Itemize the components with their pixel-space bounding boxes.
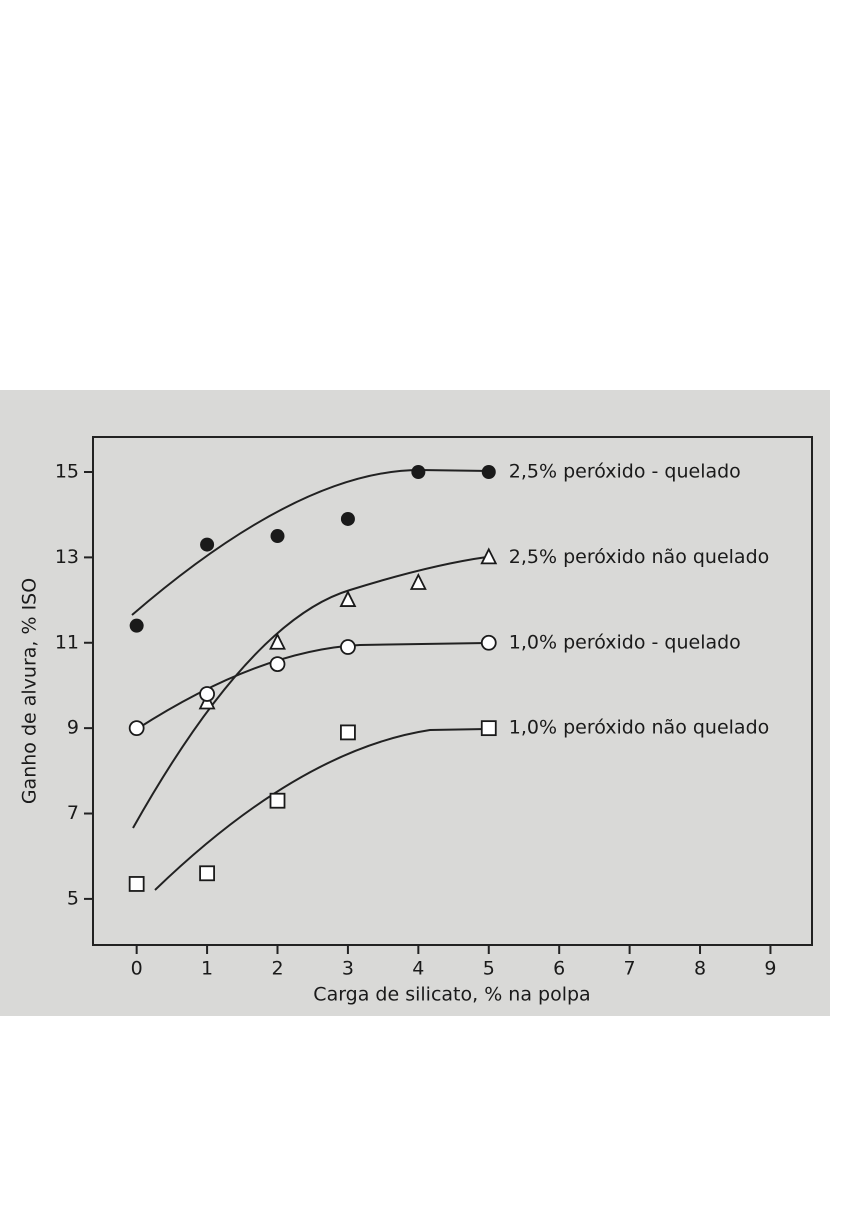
point — [128, 720, 145, 737]
point — [200, 537, 215, 552]
point — [340, 511, 355, 526]
y-tick-label: 9 — [67, 717, 79, 739]
point — [129, 618, 144, 633]
y-tick-label: 11 — [55, 631, 79, 653]
x-tick-label: 9 — [764, 958, 776, 980]
point — [269, 792, 286, 809]
x-tick-label: 2 — [271, 958, 283, 980]
series-label: 1,0% peróxido - quelado — [509, 631, 741, 653]
y-tick-label: 5 — [67, 887, 79, 909]
y-axis-label: Ganho de alvura, % ISO — [19, 578, 41, 804]
point — [411, 465, 426, 480]
point — [480, 634, 497, 651]
x-tick-label: 3 — [342, 958, 354, 980]
x-tick-label: 4 — [412, 958, 424, 980]
series-label: 2,5% peróxido não quelado — [509, 546, 770, 568]
point — [270, 529, 285, 544]
x-tick-label: 5 — [483, 958, 495, 980]
trend-curve — [131, 468, 491, 616]
x-axis-label: Carga de silicato, % na polpa — [313, 984, 590, 1006]
y-tick-label: 15 — [55, 461, 79, 483]
point — [340, 639, 356, 655]
point — [480, 547, 498, 565]
x-tick-label: 1 — [201, 958, 213, 980]
trend-curve — [132, 556, 488, 829]
point — [199, 686, 215, 702]
point — [340, 724, 356, 741]
x-tick-label: 7 — [624, 958, 636, 980]
point — [480, 720, 497, 737]
point — [199, 865, 215, 882]
x-tick-label: 0 — [131, 958, 143, 980]
photo-background — [0, 390, 830, 1016]
point — [269, 656, 286, 673]
y-tick-label: 7 — [67, 802, 79, 824]
x-tick-label: 8 — [694, 958, 706, 980]
point — [269, 632, 286, 650]
plot-frame — [92, 436, 813, 946]
x-tick-label: 6 — [553, 958, 565, 980]
point — [409, 572, 427, 590]
series-label: 2,5% peróxido - quelado — [509, 461, 741, 483]
trend-curve — [154, 728, 488, 891]
point — [339, 590, 357, 607]
point — [481, 465, 496, 480]
series-label: 1,0% peróxido não quelado — [509, 717, 770, 739]
y-tick-label: 13 — [55, 546, 79, 568]
point — [128, 876, 145, 892]
